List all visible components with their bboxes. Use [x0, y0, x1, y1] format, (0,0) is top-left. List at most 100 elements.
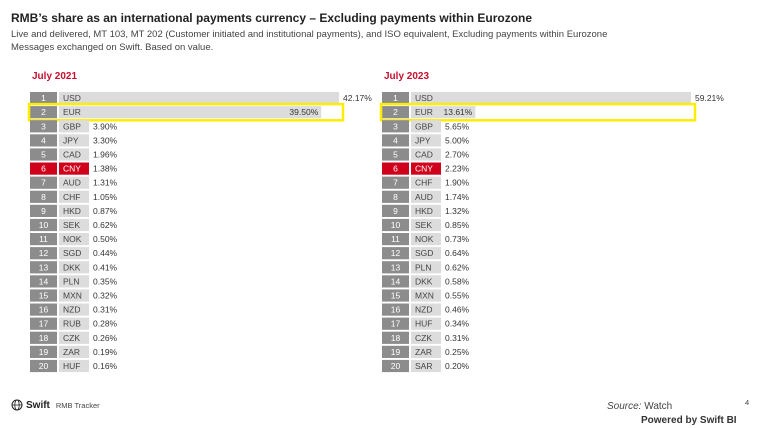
rank-box	[30, 190, 57, 203]
rank-box	[30, 162, 57, 175]
swift-logo: Swift RMB Tracker	[11, 399, 100, 411]
value-label: 0.35%	[93, 276, 118, 286]
rank-label: 5	[393, 150, 398, 160]
globe-icon	[11, 399, 23, 411]
value-label: 0.44%	[93, 248, 118, 258]
right-row-cny: 6 CNY 2.23%	[382, 162, 470, 175]
rank-box	[382, 261, 409, 274]
currency-label: USD	[415, 93, 433, 103]
bar	[59, 247, 89, 260]
bar	[411, 190, 441, 203]
bar	[59, 134, 89, 147]
currency-label: CAD	[415, 150, 433, 160]
bar	[59, 317, 89, 330]
rank-label: 5	[41, 150, 46, 160]
bar	[411, 92, 691, 105]
page-number: 4	[745, 398, 750, 407]
currency-label: CZK	[415, 333, 432, 343]
bar	[59, 218, 89, 232]
value-label: 0.28%	[93, 319, 118, 329]
rank-box	[382, 317, 409, 330]
currency-label: SGD	[415, 248, 433, 258]
currency-label: DKK	[415, 276, 433, 286]
currency-label: JPY	[415, 135, 431, 145]
rank-box	[30, 218, 57, 232]
value-label: 0.50%	[93, 234, 118, 244]
value-label: 1.74%	[445, 192, 470, 202]
rank-label: 11	[391, 234, 400, 244]
currency-label: CHF	[63, 192, 80, 202]
left-row-cad: 5 CAD 1.96%	[30, 148, 118, 161]
left-row-hkd: 9 HKD 0.87%	[30, 204, 118, 217]
rank-label: 15	[39, 291, 49, 301]
rank-label: 19	[391, 347, 401, 357]
rank-box	[30, 331, 57, 344]
rank-box	[30, 359, 57, 373]
highlight-outline	[27, 102, 345, 122]
rank-box	[382, 303, 409, 316]
bar	[411, 317, 441, 330]
left-row-chf: 8 CHF 1.05%	[30, 190, 118, 203]
right-row-gbp: 3 GBP 5.65%	[382, 120, 470, 133]
currency-label: CZK	[63, 333, 80, 343]
currency-label: DKK	[63, 262, 81, 272]
rank-box	[30, 120, 57, 133]
source-note: Source: Watch	[607, 401, 672, 412]
bar	[59, 120, 89, 133]
source-value: Watch	[644, 401, 673, 412]
rank-label: 10	[39, 220, 49, 230]
left-row-aud: 7 AUD 1.31%	[30, 176, 118, 189]
currency-label: GBP	[63, 121, 81, 131]
right-row-cad: 5 CAD 2.70%	[382, 148, 470, 161]
currency-label: HUF	[63, 361, 80, 371]
bar	[411, 233, 441, 246]
bar	[59, 176, 89, 189]
currency-label: NOK	[63, 234, 82, 244]
bar	[411, 261, 441, 274]
currency-label: ZAR	[63, 347, 80, 357]
rank-label: 1	[41, 93, 46, 103]
rank-box	[30, 134, 57, 147]
value-label: 1.31%	[93, 178, 118, 188]
rank-label: 3	[393, 121, 398, 131]
rank-box	[382, 92, 409, 105]
value-label: 0.85%	[445, 220, 470, 230]
left-row-nzd: 16 NZD 0.31%	[30, 303, 118, 316]
right-row-jpy: 4 JPY 5.00%	[382, 134, 470, 147]
currency-label: MXN	[63, 291, 82, 301]
rank-box	[382, 204, 409, 217]
right-row-czk: 18 CZK 0.31%	[382, 331, 470, 344]
currency-label: SEK	[63, 220, 80, 230]
rank-label: 10	[391, 220, 401, 230]
value-label: 0.34%	[445, 319, 470, 329]
rank-label: 19	[39, 347, 49, 357]
bar	[59, 92, 339, 105]
currency-label: CHF	[415, 178, 432, 188]
currency-label: SGD	[63, 248, 81, 258]
brand-name: Swift	[26, 399, 50, 411]
right-row-dkk: 14 DKK 0.58%	[382, 275, 470, 288]
value-label: 3.30%	[93, 135, 118, 145]
rank-label: 17	[39, 319, 49, 329]
value-label: 0.31%	[445, 333, 470, 343]
bar	[411, 345, 441, 358]
left-row-usd: 1 USD 42.17%	[30, 92, 372, 105]
rank-box	[382, 106, 409, 119]
currency-label: NZD	[63, 305, 80, 315]
currency-label: PLN	[415, 262, 432, 272]
bar	[59, 331, 89, 344]
left-row-gbp: 3 GBP 3.90%	[30, 120, 118, 133]
rank-box	[30, 289, 57, 302]
value-label: 1.96%	[93, 150, 118, 160]
value-label: 0.58%	[445, 276, 470, 286]
bar	[411, 331, 441, 344]
rank-box	[30, 233, 57, 246]
left-row-cny: 6 CNY 1.38%	[30, 162, 118, 175]
value-label: 0.62%	[93, 220, 118, 230]
value-label: 42.17%	[343, 93, 372, 103]
rank-label: 15	[391, 291, 401, 301]
value-label: 13.61%	[444, 107, 473, 117]
rank-label: 20	[391, 361, 401, 371]
currency-label: HUF	[415, 319, 432, 329]
right-row-sek: 10 SEK 0.85%	[382, 218, 470, 232]
